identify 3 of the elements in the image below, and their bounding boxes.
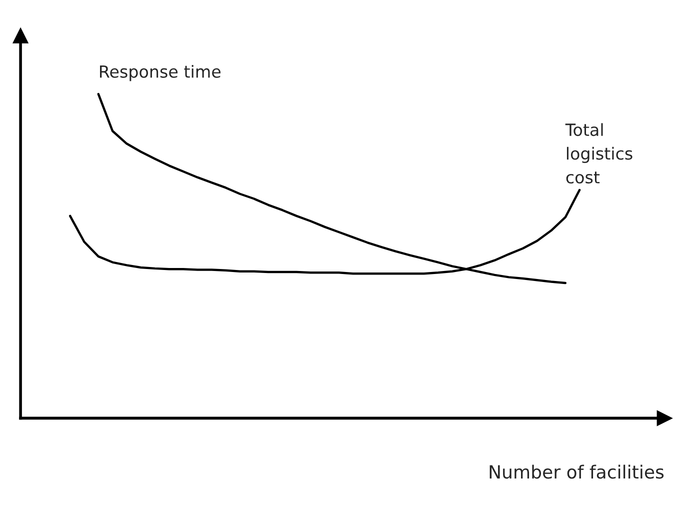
- series-label: Total logistics cost: [565, 123, 632, 184]
- x-axis-title: Number of facilities: [490, 464, 664, 479]
- series-label: Response time: [100, 64, 220, 82]
